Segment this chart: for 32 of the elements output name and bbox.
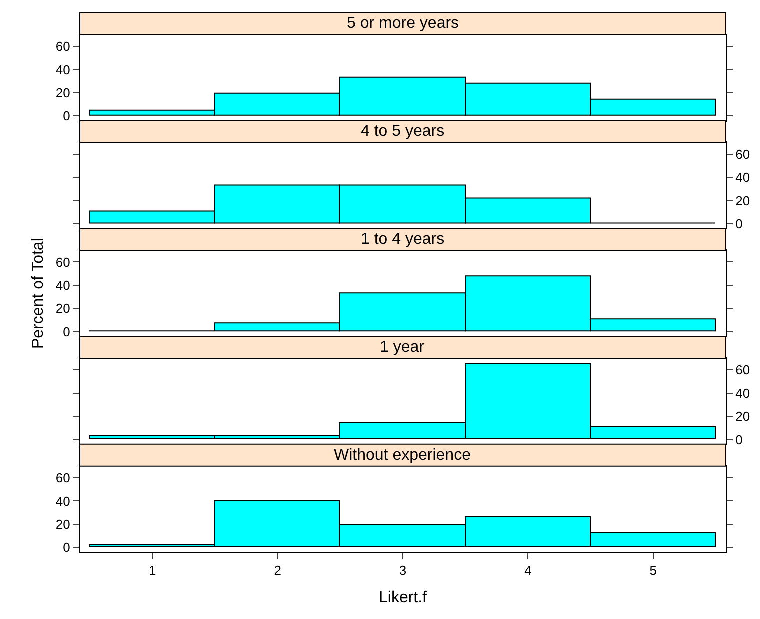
y-tick-label: 40: [56, 494, 70, 509]
y-tick-label: 20: [736, 193, 750, 208]
x-tick-label: 2: [274, 562, 282, 578]
y-tick-label: 20: [56, 516, 70, 532]
x-tick-label: 5: [650, 562, 658, 578]
y-tick-label: 0: [736, 216, 743, 232]
y-tick-label: 40: [56, 62, 70, 78]
y-tick-label: 20: [56, 301, 70, 316]
chart-title: 1 to 4 years: [361, 231, 445, 248]
chart-title: 1 year: [380, 339, 426, 356]
y-tick-label: 60: [56, 254, 70, 270]
x-tick-label: 1: [148, 562, 156, 578]
y-tick-label: 40: [56, 278, 70, 293]
y-tick-label: 0: [63, 108, 70, 124]
x-tick-label: 4: [524, 562, 532, 578]
y-tick-label: 0: [736, 432, 743, 448]
y-tick-label: 60: [736, 362, 750, 378]
y-tick-label: 60: [56, 39, 70, 54]
y-tick-label: 20: [56, 85, 70, 100]
x-tick-label: 3: [399, 562, 407, 578]
y-tick-label: 0: [63, 324, 70, 340]
y-tick-label: 40: [736, 170, 750, 186]
chart-title: Without experience: [334, 447, 472, 464]
y-tick-label: 40: [736, 386, 750, 401]
x-axis-title: Likert.f: [378, 590, 428, 607]
y-axis-title: Percent of Total: [30, 238, 47, 350]
chart-title: 5 or more years: [347, 15, 460, 32]
y-tick-label: 0: [63, 540, 70, 556]
y-tick-label: 60: [736, 146, 750, 162]
chart-title: 4 to 5 years: [361, 123, 445, 140]
y-tick-label: 60: [56, 470, 70, 486]
y-tick-label: 20: [736, 409, 750, 424]
